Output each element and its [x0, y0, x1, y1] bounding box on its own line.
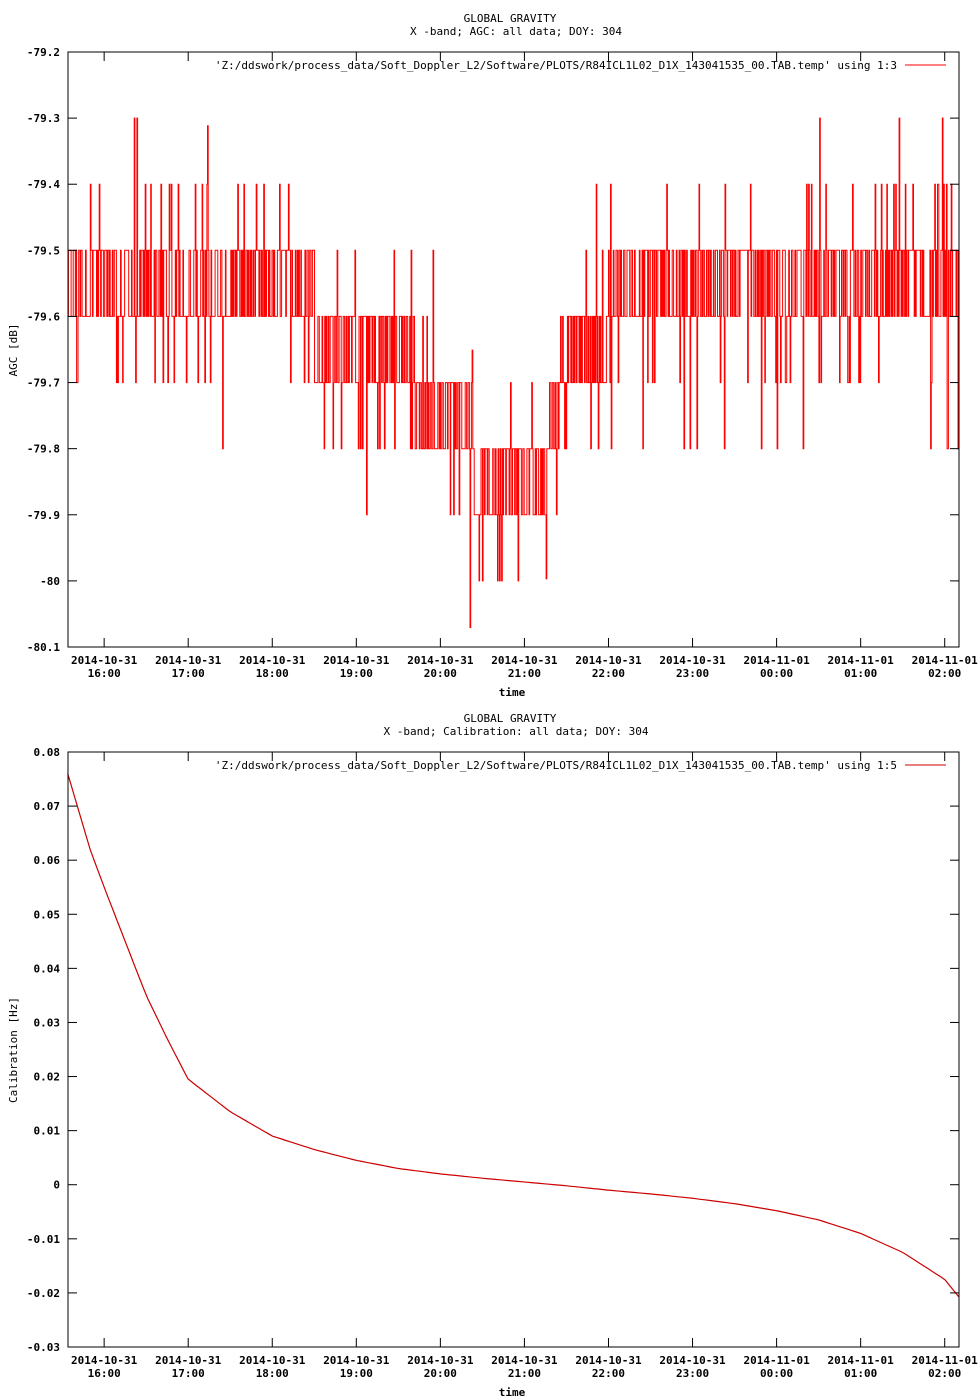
- x-tick-time-label: 23:00: [676, 667, 709, 680]
- agc-chart-subtitle: X -band; AGC: all data; DOY: 304: [410, 25, 622, 38]
- agc-chart: GLOBAL GRAVITY X -band; AGC: all data; D…: [7, 12, 978, 699]
- x-tick-time-label: 01:00: [844, 1367, 877, 1380]
- x-tick-time-label: 16:00: [88, 1367, 121, 1380]
- x-tick-date-label: 2014-10-31: [239, 1354, 306, 1367]
- y-tick-label: -79.7: [27, 377, 60, 390]
- y-tick-label: 0.04: [34, 962, 61, 975]
- x-tick-time-label: 00:00: [760, 667, 793, 680]
- x-tick-date-label: 2014-10-31: [155, 1354, 222, 1367]
- y-tick-label: 0.05: [34, 908, 61, 921]
- y-tick-label: 0: [53, 1179, 60, 1192]
- x-tick-time-label: 23:00: [676, 1367, 709, 1380]
- y-tick-label: -79.9: [27, 509, 60, 522]
- calibration-chart: GLOBAL GRAVITY X -band; Calibration: all…: [7, 712, 978, 1399]
- x-tick-time-label: 20:00: [424, 667, 457, 680]
- agc-series-line: [67, 117, 960, 629]
- x-tick-date-label: 2014-10-31: [239, 654, 306, 667]
- agc-chart-xlabel: time: [499, 686, 526, 699]
- x-tick-date-label: 2014-10-31: [407, 654, 474, 667]
- y-tick-label: -80: [40, 575, 60, 588]
- x-tick-time-label: 22:00: [592, 667, 625, 680]
- y-tick-label: 0.07: [34, 800, 61, 813]
- calibration-chart-xlabel: time: [499, 1386, 526, 1399]
- plot-frame: [67, 751, 960, 1348]
- x-tick-time-label: 17:00: [172, 1367, 205, 1380]
- x-tick-time-label: 01:00: [844, 667, 877, 680]
- y-tick-label: -80.1: [27, 641, 60, 654]
- y-tick-label: -79.4: [27, 178, 60, 191]
- y-tick-label: -0.01: [27, 1233, 60, 1246]
- x-tick-date-label: 2014-10-31: [575, 1354, 642, 1367]
- y-tick-label: -79.3: [27, 112, 60, 125]
- agc-chart-legend-label: 'Z:/ddswork/process_data/Soft_Doppler_L2…: [215, 59, 897, 72]
- x-tick-time-label: 18:00: [256, 667, 289, 680]
- x-tick-date-label: 2014-10-31: [155, 654, 222, 667]
- y-tick-label: 0.03: [34, 1016, 61, 1029]
- x-tick-date-label: 2014-11-01: [743, 654, 810, 667]
- x-tick-date-label: 2014-11-01: [912, 654, 979, 667]
- y-tick-label: 0.06: [34, 854, 61, 867]
- y-tick-label: 0.02: [34, 1071, 61, 1084]
- y-tick-label: 0.08: [34, 746, 61, 759]
- y-tick-label: 0.01: [34, 1125, 61, 1138]
- calibration-chart-legend-label: 'Z:/ddswork/process_data/Soft_Doppler_L2…: [215, 759, 897, 772]
- y-tick-label: -79.8: [27, 443, 60, 456]
- calibration-chart-ylabel: Calibration [Hz]: [7, 997, 20, 1103]
- x-tick-time-label: 21:00: [508, 1367, 541, 1380]
- y-tick-label: -0.03: [27, 1341, 60, 1354]
- x-tick-time-label: 16:00: [88, 667, 121, 680]
- agc-chart-ylabel: AGC [dB]: [7, 324, 20, 377]
- y-tick-label: -0.02: [27, 1287, 60, 1300]
- calibration-series-line: [67, 773, 960, 1298]
- x-tick-date-label: 2014-10-31: [323, 1354, 390, 1367]
- y-tick-label: -79.5: [27, 244, 60, 257]
- x-tick-time-label: 18:00: [256, 1367, 289, 1380]
- x-tick-time-label: 02:00: [928, 667, 961, 680]
- agc-chart-title: GLOBAL GRAVITY: [464, 12, 557, 25]
- x-tick-date-label: 2014-11-01: [828, 654, 895, 667]
- x-tick-date-label: 2014-10-31: [659, 1354, 726, 1367]
- x-tick-time-label: 02:00: [928, 1367, 961, 1380]
- x-tick-time-label: 19:00: [340, 667, 373, 680]
- x-tick-date-label: 2014-10-31: [323, 654, 390, 667]
- x-tick-date-label: 2014-10-31: [71, 1354, 138, 1367]
- x-tick-date-label: 2014-10-31: [575, 654, 642, 667]
- x-tick-time-label: 00:00: [760, 1367, 793, 1380]
- x-tick-date-label: 2014-10-31: [659, 654, 726, 667]
- x-tick-date-label: 2014-10-31: [491, 1354, 558, 1367]
- x-tick-time-label: 21:00: [508, 667, 541, 680]
- y-tick-label: -79.6: [27, 310, 60, 323]
- x-tick-time-label: 22:00: [592, 1367, 625, 1380]
- calibration-chart-title: GLOBAL GRAVITY: [464, 712, 557, 725]
- x-tick-time-label: 19:00: [340, 1367, 373, 1380]
- x-tick-date-label: 2014-10-31: [407, 1354, 474, 1367]
- x-tick-date-label: 2014-11-01: [828, 1354, 895, 1367]
- x-tick-date-label: 2014-10-31: [71, 654, 138, 667]
- calibration-chart-subtitle: X -band; Calibration: all data; DOY: 304: [384, 725, 649, 738]
- x-tick-time-label: 17:00: [172, 667, 205, 680]
- x-tick-time-label: 20:00: [424, 1367, 457, 1380]
- x-tick-date-label: 2014-11-01: [743, 1354, 810, 1367]
- plot-frame: [67, 51, 960, 648]
- x-tick-date-label: 2014-11-01: [912, 1354, 979, 1367]
- y-tick-label: -79.2: [27, 46, 60, 59]
- x-tick-date-label: 2014-10-31: [491, 654, 558, 667]
